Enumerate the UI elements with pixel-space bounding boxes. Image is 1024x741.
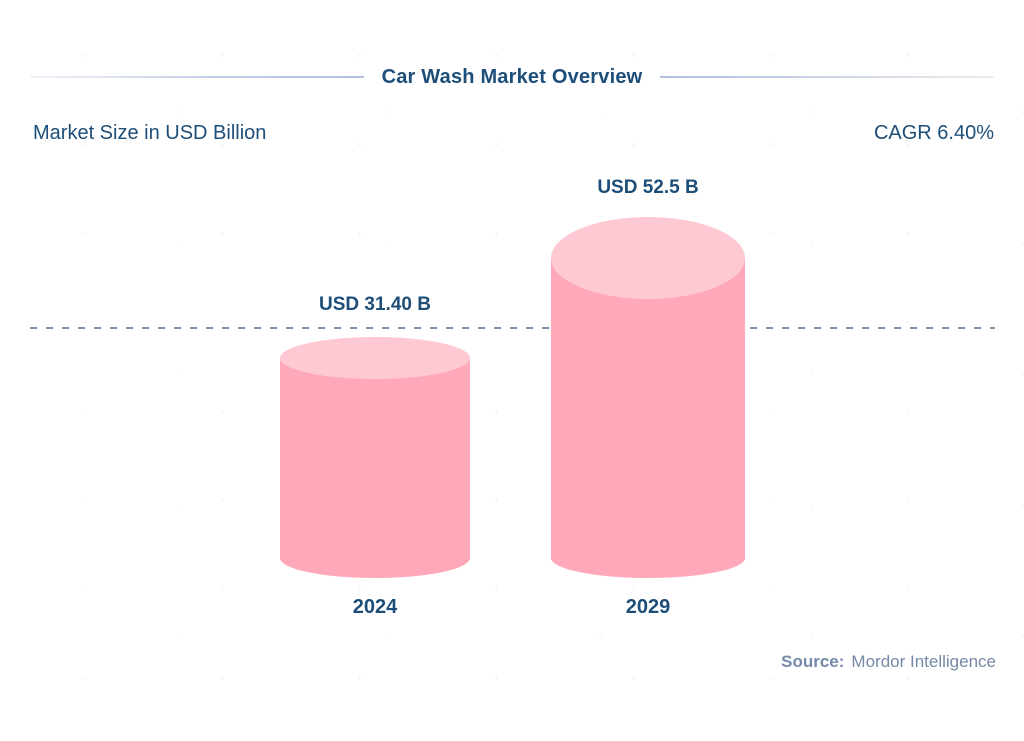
source-label: Source: bbox=[781, 652, 845, 671]
title-row: Car Wash Market Overview bbox=[30, 62, 994, 92]
reference-dashed-line bbox=[30, 327, 995, 329]
x-tick-2024: 2024 bbox=[352, 596, 398, 618]
chart-title: Car Wash Market Overview bbox=[381, 65, 643, 88]
y-axis-label: Market Size in USD Billion bbox=[33, 122, 267, 144]
title-divider-left bbox=[30, 76, 364, 78]
value-label-2024: USD 31.40 B bbox=[319, 294, 431, 315]
cagr-label: CAGR 6.40% bbox=[873, 122, 994, 144]
source-value: Mordor Intelligence bbox=[851, 652, 996, 671]
source-row: Source: Mordor Intelligence bbox=[781, 652, 996, 672]
x-tick-2029: 2029 bbox=[625, 596, 671, 618]
title-divider-right bbox=[660, 76, 994, 78]
value-label-2029: USD 52.5 B bbox=[597, 177, 699, 198]
bar-2029 bbox=[551, 217, 745, 578]
subheader-row: Market Size in USD Billion CAGR 6.40% bbox=[33, 122, 994, 145]
bar-2024 bbox=[280, 337, 470, 578]
